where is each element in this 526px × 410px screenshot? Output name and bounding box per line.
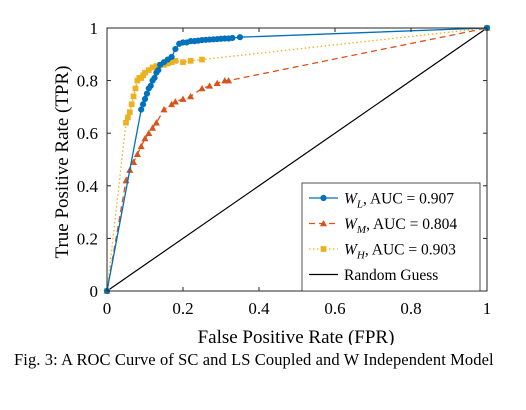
x-axis-label: False Positive Rate (FPR) (198, 327, 395, 345)
figure-caption: Fig. 3: A ROC Curve of SC and LS Coupled… (14, 350, 494, 369)
legend-entry: WM, AUC = 0.804 (309, 216, 457, 236)
data-point (199, 56, 205, 63)
legend-value: , AUC = 0.804 (366, 216, 457, 233)
series-line (106, 27, 488, 292)
legend-entry: WL, AUC = 0.907 (309, 191, 454, 211)
data-point (319, 219, 328, 227)
data-point (229, 34, 236, 42)
y-tick-label: 1 (90, 19, 99, 38)
legend-subscript: L (356, 199, 363, 211)
data-point (187, 92, 195, 100)
legend-value: , AUC = 0.903 (365, 242, 456, 259)
data-point (164, 60, 171, 67)
legend-symbol: W (344, 242, 359, 259)
legend-value: , AUC = 0.907 (363, 191, 454, 208)
legend-label: WH, AUC = 0.903 (344, 242, 456, 262)
data-point (206, 82, 214, 89)
data-point (236, 34, 244, 41)
data-point (320, 194, 327, 202)
data-point (130, 158, 138, 165)
data-point (137, 142, 145, 150)
x-tick-label: 1 (483, 299, 492, 318)
data-point (149, 64, 156, 71)
data-point (172, 45, 179, 53)
data-point (141, 134, 149, 142)
tick-labels: 0 0.2 0.4 0.6 0.8 1 0 0.2 0.4 0.6 0.8 1 (77, 19, 492, 318)
plot-box (106, 27, 488, 292)
data-point (172, 58, 179, 64)
data-point (152, 119, 160, 126)
data-point (140, 101, 147, 108)
series-0 (103, 24, 491, 295)
series-layer (103, 24, 491, 295)
data-point (168, 59, 175, 66)
data-point (155, 66, 162, 74)
data-point (320, 246, 327, 252)
legend-label: Random Guess (344, 267, 438, 284)
data-point (143, 90, 150, 97)
data-point (180, 59, 186, 66)
data-point (213, 79, 221, 87)
data-point (123, 119, 129, 126)
data-point (153, 63, 160, 69)
y-tick-label: 0 (90, 282, 99, 301)
legend-entry: WH, AUC = 0.903 (309, 242, 456, 262)
x-tick-label: 0.4 (248, 299, 270, 318)
legend-box (301, 182, 481, 292)
legend-subscript: H (356, 250, 366, 262)
legend-subscript: M (356, 224, 367, 236)
x-tick-label: 0.8 (400, 299, 421, 318)
data-point (126, 109, 133, 116)
data-point (130, 93, 137, 100)
data-point (151, 74, 158, 82)
data-point (132, 85, 139, 92)
data-point (149, 124, 157, 131)
legend-label: WL, AUC = 0.907 (344, 191, 454, 211)
data-point (145, 67, 152, 73)
series-3 (106, 27, 488, 292)
data-point (147, 82, 154, 89)
data-point (125, 114, 131, 121)
data-point (225, 77, 233, 84)
legend-symbol: W (344, 216, 359, 233)
data-point (171, 98, 179, 105)
y-tick-label: 0.4 (77, 177, 99, 196)
data-point (168, 53, 175, 61)
data-point (168, 100, 176, 108)
data-point (138, 106, 145, 113)
data-point (198, 84, 206, 92)
data-point (145, 129, 153, 137)
x-tick-label: 0 (103, 299, 112, 318)
data-point (133, 150, 141, 158)
y-tick-label: 0.2 (77, 229, 98, 248)
legend-entry: Random Guess (309, 267, 438, 284)
legend-symbol: W (344, 191, 359, 208)
legend-label: WM, AUC = 0.804 (344, 216, 457, 236)
data-point (142, 69, 148, 76)
y-tick-label: 0.8 (77, 72, 98, 91)
data-point (179, 95, 187, 102)
y-tick-label: 0.6 (77, 124, 98, 143)
y-axis-label: True Positive Rate (TPR) (52, 66, 73, 259)
x-tick-label: 0.6 (324, 299, 345, 318)
x-tick-label: 0.2 (172, 299, 193, 318)
data-point (160, 106, 168, 113)
data-point (187, 58, 194, 64)
data-point (141, 95, 149, 103)
data-point (128, 101, 135, 108)
roc-chart: 0 0.2 0.4 0.6 0.8 1 0 0.2 0.4 0.6 0.8 1 True Positi… (52, 19, 492, 348)
